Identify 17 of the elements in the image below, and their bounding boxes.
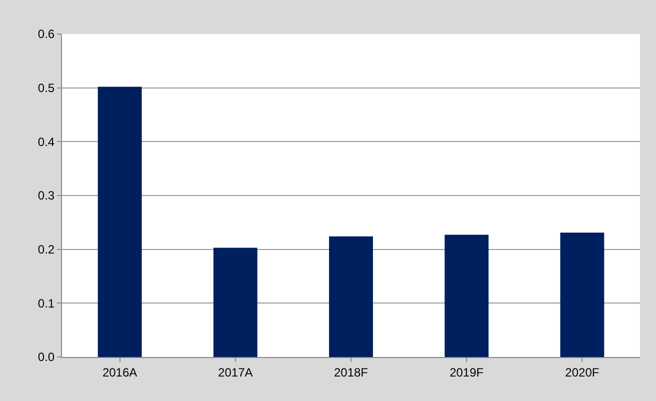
bar	[444, 234, 489, 357]
x-tick-label: 2019F	[450, 365, 484, 380]
bar	[213, 248, 258, 357]
y-tick-label: 0.3	[38, 188, 55, 203]
bar	[329, 236, 373, 357]
y-tick-label: 0.6	[38, 27, 55, 42]
x-tick-label: 2017A	[218, 365, 253, 380]
y-tick-label: 0.1	[38, 296, 55, 310]
y-tick-label: 0.4	[38, 134, 55, 149]
bar	[560, 232, 604, 357]
y-tick-label: 0.0	[38, 350, 55, 364]
x-tick-label: 2016A	[102, 365, 138, 380]
y-tick-label: 0.2	[38, 242, 55, 257]
x-tick-label: 2018F	[334, 365, 368, 380]
x-tick-label: 2020F	[565, 365, 600, 380]
bar	[98, 86, 142, 357]
y-tick-label: 0.5	[38, 81, 55, 96]
